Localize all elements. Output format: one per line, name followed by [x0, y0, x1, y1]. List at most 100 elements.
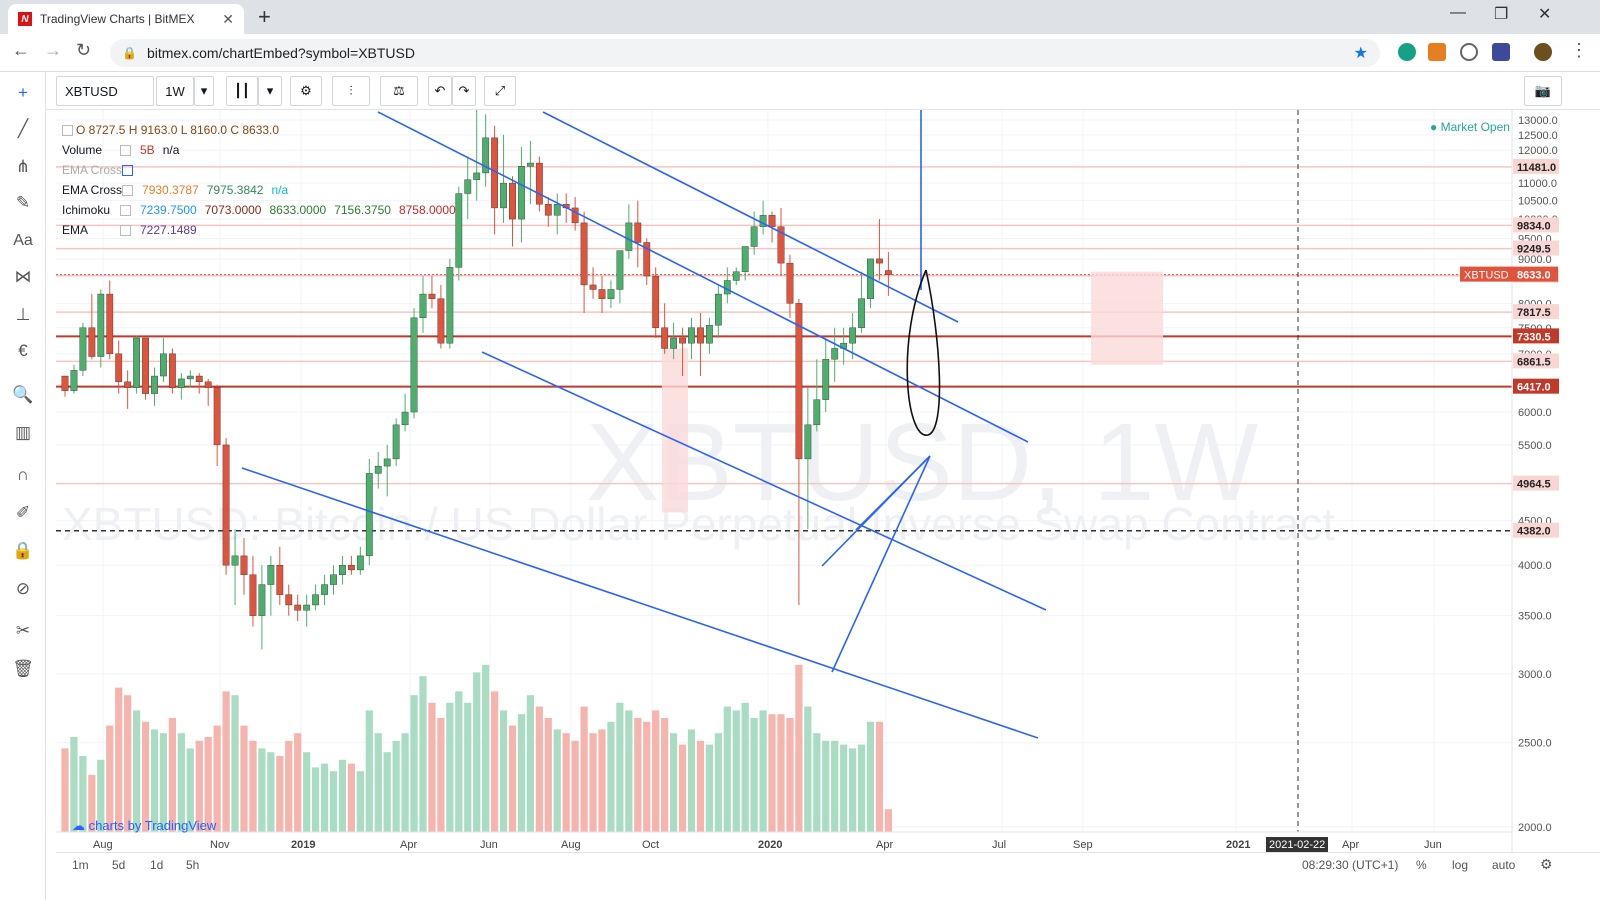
magnet-icon[interactable]: ∩: [16, 465, 30, 484]
crosshair-icon[interactable]: +: [18, 83, 28, 102]
volume-bar: [204, 737, 212, 832]
volume-extra: n/a: [162, 143, 180, 157]
candle: [437, 284, 445, 349]
extension-icon-2[interactable]: [1492, 43, 1510, 61]
candle-body: [714, 293, 722, 326]
trash-icon[interactable]: 🗑: [12, 659, 34, 678]
candle-body: [267, 564, 275, 585]
forward-icon[interactable]: →: [44, 40, 62, 60]
volume-bar: [150, 729, 159, 832]
screenshot-camera-icon[interactable]: 📷: [1524, 76, 1562, 106]
range-1d-button[interactable]: 1d: [150, 858, 164, 872]
collapse-icon[interactable]: [62, 124, 73, 136]
volume-settings-icon[interactable]: [120, 144, 131, 156]
candles-style-icon[interactable]: ┃┃: [226, 76, 258, 106]
price-label: 7330.5: [1517, 331, 1551, 343]
trendline-icon[interactable]: ╱: [17, 119, 29, 138]
price-label: 7817.5: [1517, 307, 1551, 319]
settings-gear-icon[interactable]: ⚙: [290, 76, 322, 106]
ichimoku-label[interactable]: Ichimoku: [62, 203, 111, 217]
ema-cross-2-label[interactable]: EMA Cross: [62, 183, 123, 197]
lock-drawings-icon[interactable]: 🔒: [12, 541, 34, 560]
euro-icon[interactable]: €: [18, 341, 28, 360]
back-icon[interactable]: ←: [12, 40, 30, 60]
menu-dots-icon[interactable]: ⋮: [1570, 40, 1588, 60]
reload-icon[interactable]: ↻: [76, 40, 92, 60]
volume-bar: [106, 725, 114, 832]
ema-cross-1-visibility-icon[interactable]: [122, 164, 134, 176]
volume-label[interactable]: Volume: [62, 143, 103, 157]
candle: [500, 134, 507, 223]
x-tick-label: Apr: [876, 839, 893, 851]
volume-bar: [464, 702, 472, 832]
metamask-icon[interactable]: [1428, 43, 1446, 61]
tradingview-attribution[interactable]: ☁ charts by TradingView: [72, 818, 217, 833]
extension-icon[interactable]: [1398, 43, 1416, 61]
candle-body: [661, 327, 669, 349]
profile-avatar[interactable]: [1534, 43, 1552, 61]
candle: [464, 156, 472, 220]
volume-bar: [813, 733, 821, 832]
time-axis: Aug Nov 2019 Apr Jun Aug Oct 2020 Apr Jul Sep 2021 A…: [56, 831, 1512, 852]
candle-body: [670, 337, 678, 349]
fib-retracement-icon[interactable]: ⋔: [15, 157, 31, 176]
compare-icon[interactable]: ⚖: [380, 76, 418, 106]
maximize-icon[interactable]: ❐: [1494, 6, 1509, 23]
log-scale-button[interactable]: log: [1452, 858, 1469, 872]
indicators-icon[interactable]: ⫶: [332, 76, 370, 106]
candle-body: [330, 574, 337, 585]
close-window-icon[interactable]: ✕: [1538, 6, 1552, 23]
candle: [813, 359, 821, 432]
stay-drawing-icon[interactable]: ✐: [15, 503, 31, 522]
ema-cross-2-settings-icon[interactable]: [122, 184, 134, 196]
new-tab-button[interactable]: +: [258, 4, 271, 29]
ema-label[interactable]: EMA: [62, 223, 89, 237]
fullscreen-icon[interactable]: ⤢: [484, 76, 516, 106]
text-tool-icon[interactable]: Aa: [13, 232, 33, 249]
interval-button[interactable]: 1W: [156, 76, 194, 106]
chart-settings-icon[interactable]: ⚙: [1540, 856, 1553, 872]
redo-icon[interactable]: ↷: [452, 76, 476, 106]
symbol-search-input[interactable]: XBTUSD: [56, 76, 154, 106]
volume-bar: [294, 733, 302, 832]
zoom-icon[interactable]: 🔍: [12, 385, 34, 404]
close-tab-icon[interactable]: ✕: [222, 10, 234, 27]
brush-icon[interactable]: ✎: [15, 193, 31, 212]
market-status: ● Market Open: [1430, 120, 1510, 134]
ema-settings-icon[interactable]: [120, 224, 131, 236]
price-label-bg: [1513, 475, 1559, 491]
minimize-icon[interactable]: —: [1450, 4, 1466, 21]
volume-bar: [857, 744, 866, 832]
candle: [61, 375, 69, 397]
url-field[interactable]: 🔒 bitmex.com/chartEmbed?symbol=XBTUSD ★: [110, 39, 1380, 67]
range-5h-button[interactable]: 5h: [186, 858, 200, 872]
chart-style-dropdown-icon[interactable]: ▾: [258, 76, 282, 106]
ema-cross-1-label[interactable]: EMA Cross: [62, 163, 123, 177]
range-5d-button[interactable]: 5d: [112, 858, 126, 872]
interval-dropdown-icon[interactable]: ▾: [194, 76, 214, 106]
prediction-icon[interactable]: ⊥: [15, 305, 31, 324]
candle: [804, 387, 812, 530]
price-chart[interactable]: XBTUSD, 1W XBTUSD: Bitcoin / US Dollar P…: [56, 94, 1600, 852]
candle-body: [535, 162, 543, 205]
volume-bar: [97, 759, 105, 832]
pattern-icon[interactable]: ⋈: [14, 267, 32, 286]
candle-body: [419, 293, 427, 319]
undo-icon[interactable]: ↶: [428, 76, 452, 106]
hide-drawings-icon[interactable]: ⊘: [15, 579, 31, 598]
chart-area[interactable]: XBTUSD, 1W XBTUSD: Bitcoin / US Dollar P…: [56, 94, 1600, 900]
auto-scale-button[interactable]: auto: [1492, 858, 1516, 872]
price-label-bg: [1513, 522, 1559, 538]
candle-body: [348, 564, 355, 571]
remove-tools-icon[interactable]: ✂: [15, 621, 31, 640]
browser-tab[interactable]: N TradingView Charts | BitMEX ✕: [8, 4, 244, 34]
play-extension-icon[interactable]: [1460, 43, 1478, 61]
candle-body: [151, 375, 158, 394]
bookmark-star-icon[interactable]: ★: [1353, 45, 1368, 62]
price-label: 6861.5: [1517, 356, 1551, 368]
ichimoku-settings-icon[interactable]: [120, 204, 131, 216]
x-tick-label: Apr: [1342, 839, 1359, 851]
range-1m-button[interactable]: 1m: [72, 858, 89, 872]
percent-scale-button[interactable]: %: [1416, 858, 1427, 872]
measure-icon[interactable]: ▥: [14, 423, 32, 442]
